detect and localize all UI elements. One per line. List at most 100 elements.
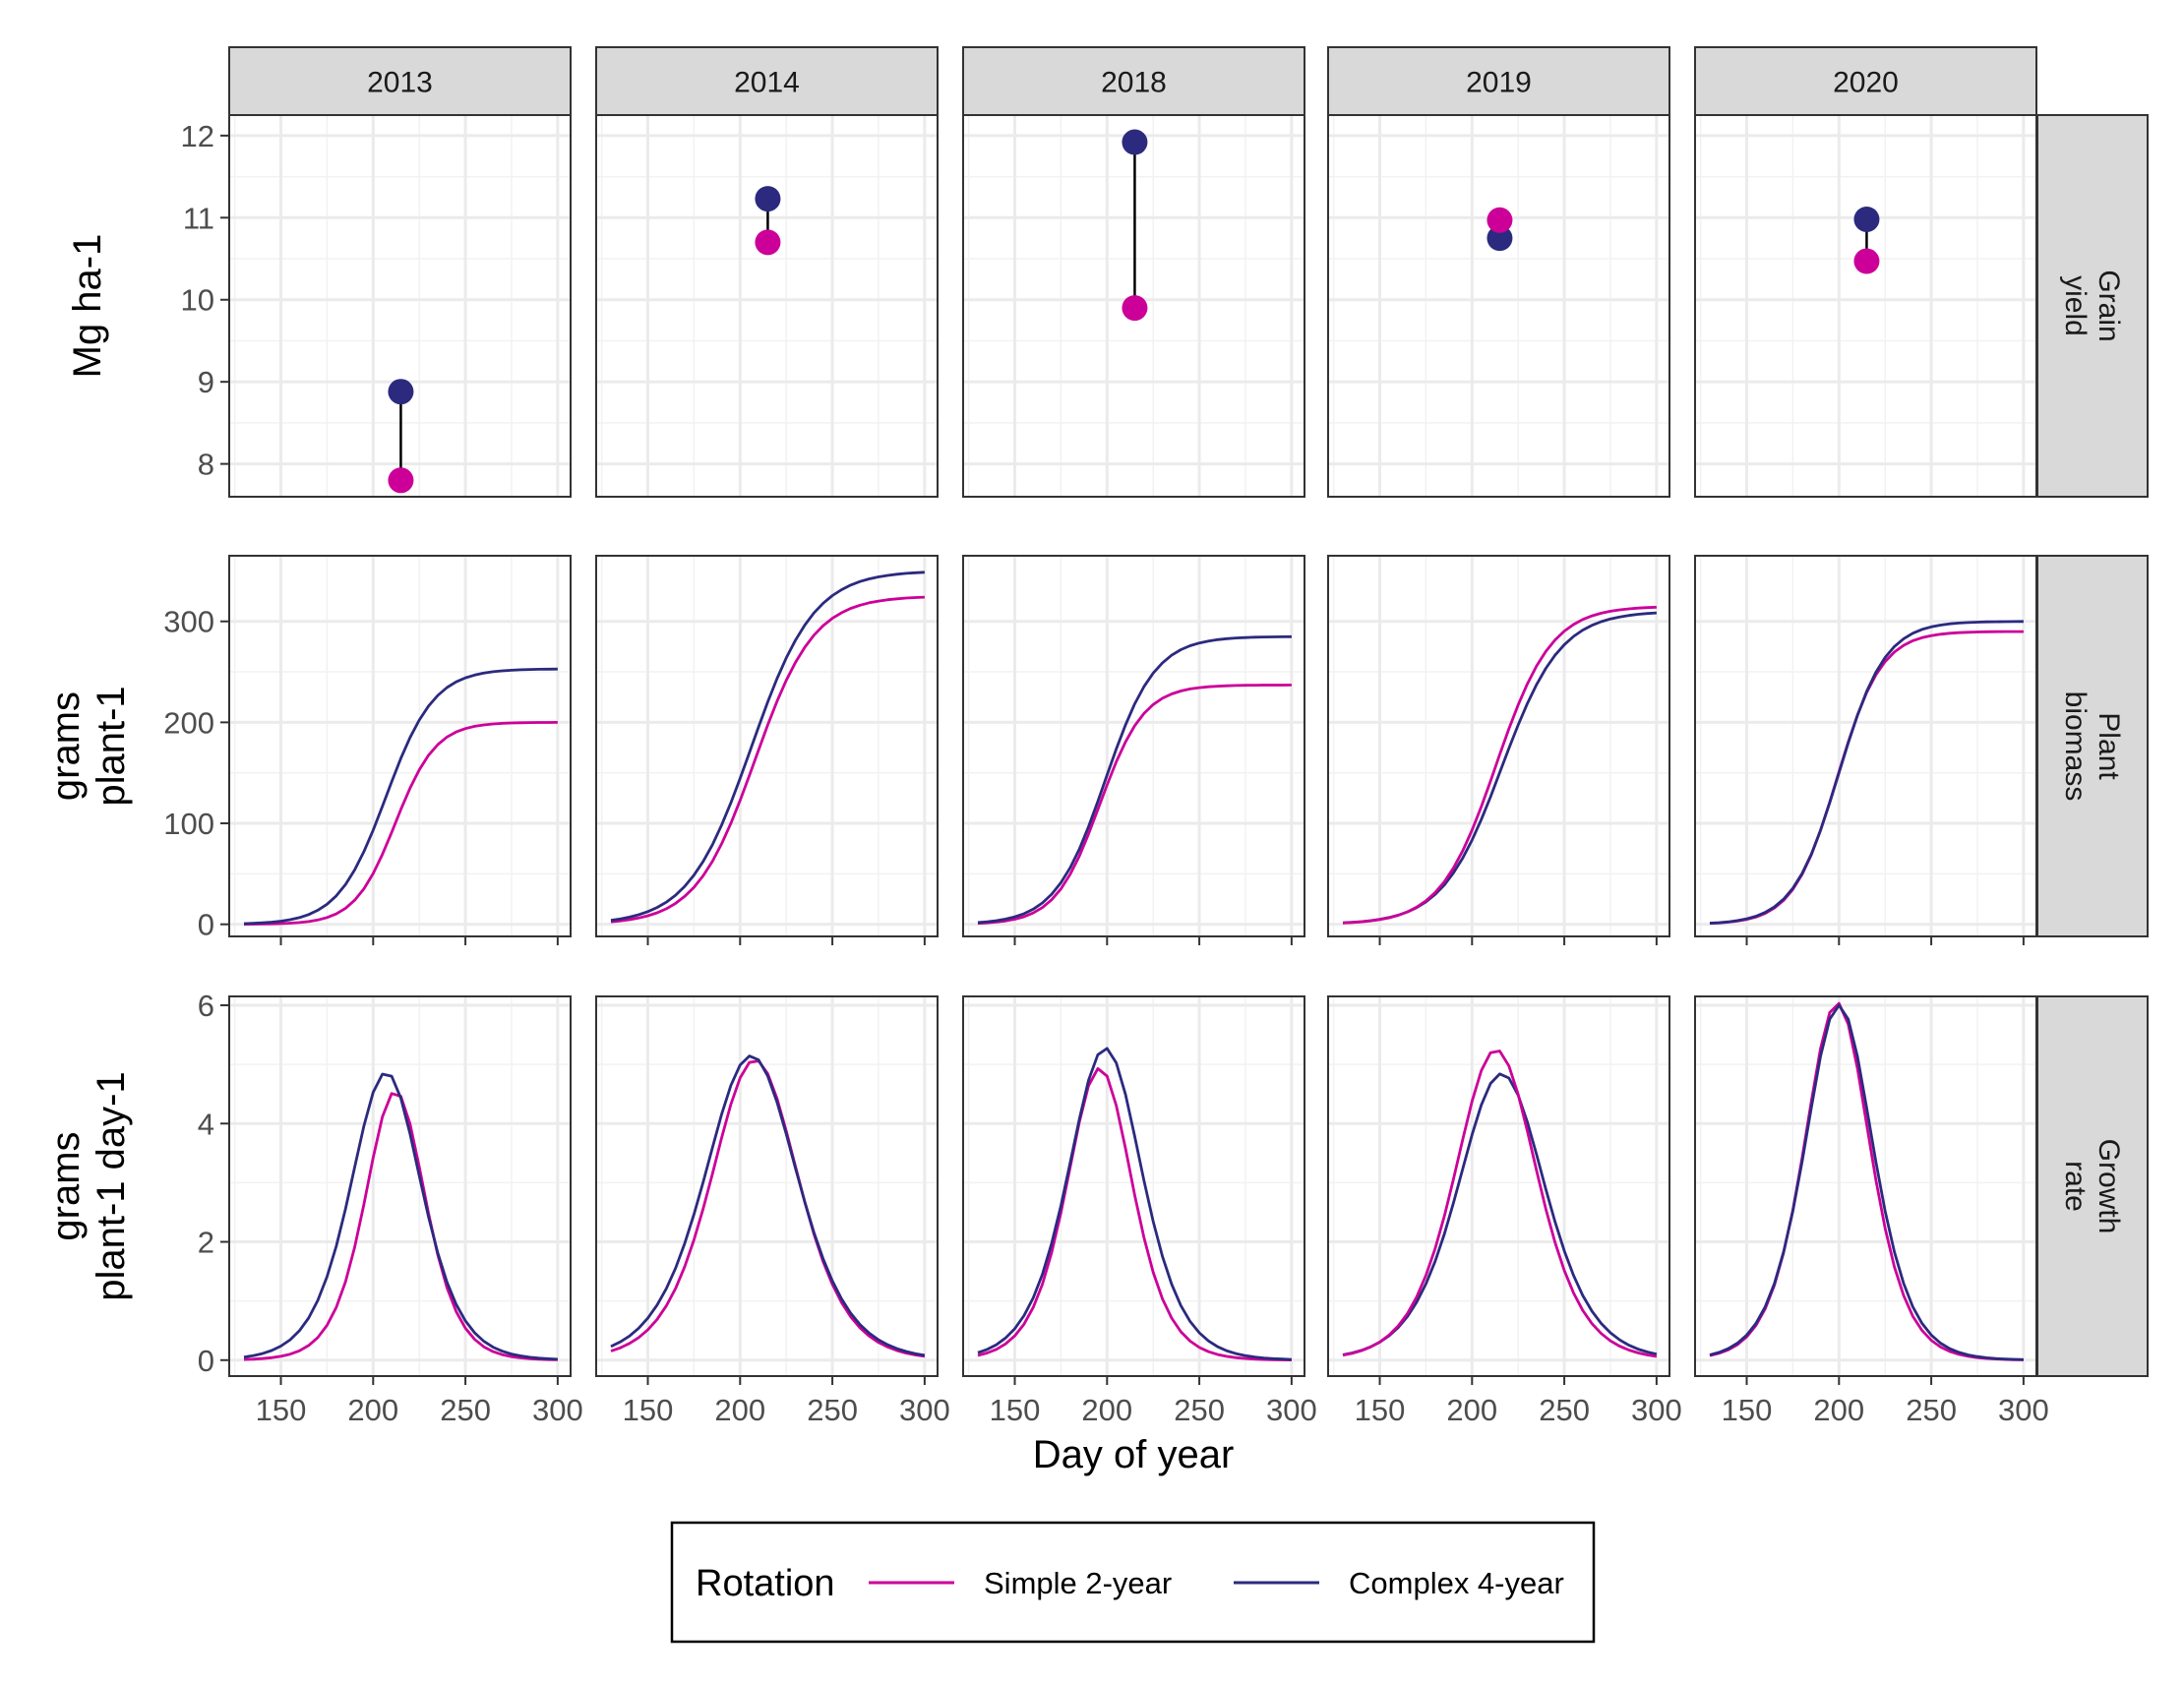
panel-background xyxy=(1328,115,1669,497)
column-strip-background xyxy=(595,46,939,116)
panel-rate-2018: 150 200 250 300 xyxy=(962,995,1317,1427)
column-strip-background xyxy=(228,46,572,116)
row-strip-biomass: Plantbiomass xyxy=(2036,555,2149,937)
column-strip-background xyxy=(1327,46,1670,116)
panel-rate-2019: 150 200 250 300 xyxy=(1327,995,1682,1427)
biomass-line-simple-2-year xyxy=(243,721,558,926)
panel-background xyxy=(229,996,571,1376)
column-strip-2013: 2013 xyxy=(228,46,572,116)
column-strip-label: 2013 xyxy=(367,67,433,99)
y-tick-label: 100 xyxy=(163,807,214,841)
x-tick-label: 150 xyxy=(990,1393,1041,1427)
y-tick-label: 2 xyxy=(198,1226,214,1260)
panel-border xyxy=(1694,114,2037,498)
panel-biomass-2018 xyxy=(962,555,1305,945)
yield-point-simple-2-year xyxy=(1486,207,1513,233)
biomass-line-complex-4-year xyxy=(977,634,1292,925)
y-tick-label: 4 xyxy=(198,1107,214,1141)
panel-background xyxy=(229,556,571,936)
rate-line-complex-4-year xyxy=(977,1047,1292,1361)
x-tick-label: 200 xyxy=(347,1393,398,1427)
y-tick-label: 12 xyxy=(181,119,214,153)
panel-border xyxy=(962,114,1305,498)
row-strip-background xyxy=(2036,995,2149,1377)
panel-background xyxy=(1328,996,1669,1376)
panel-border xyxy=(1694,995,2037,1377)
x-axis-title: Day of year xyxy=(1033,1433,1235,1476)
column-strip-2020: 2020 xyxy=(1694,46,2037,116)
row-strip-background xyxy=(2036,555,2149,937)
panel-border xyxy=(595,995,939,1377)
yield-point-simple-2-year xyxy=(1853,248,1880,274)
x-tick-label: 200 xyxy=(1446,1393,1497,1427)
x-tick-label: 250 xyxy=(1906,1393,1957,1427)
row-strip-label: Plantbiomass xyxy=(2059,691,2125,802)
panel-biomass-2019 xyxy=(1327,555,1670,945)
yield-point-complex-4-year xyxy=(1122,129,1148,155)
x-tick-label: 150 xyxy=(1355,1393,1406,1427)
rate-line-simple-2-year xyxy=(1342,1050,1658,1358)
y-tick-label: 300 xyxy=(163,605,214,639)
legend-box xyxy=(670,1521,1596,1644)
x-tick-label: 150 xyxy=(1722,1393,1773,1427)
x-tick-label: 200 xyxy=(1081,1393,1132,1427)
panel-border xyxy=(1327,114,1670,498)
panel-grain-2020 xyxy=(1694,114,2037,498)
panel-grain-2018 xyxy=(962,114,1305,498)
x-tick-label: 300 xyxy=(1998,1393,2049,1427)
x-tick-label: 200 xyxy=(714,1393,765,1427)
biomass-line-complex-4-year xyxy=(610,571,925,922)
panel-border xyxy=(228,995,572,1377)
y-tick-label: 200 xyxy=(163,705,214,740)
yield-point-complex-4-year xyxy=(1486,225,1513,252)
x-tick-label: 250 xyxy=(440,1393,491,1427)
row-strip-label: Growthrate xyxy=(2059,1139,2125,1234)
panel-border xyxy=(962,555,1305,937)
panel-grain-2013 xyxy=(228,114,572,498)
panel-biomass-2013 xyxy=(228,555,572,945)
panel-border xyxy=(595,555,939,937)
yield-point-complex-4-year xyxy=(755,186,781,212)
yield-point-simple-2-year xyxy=(388,467,414,494)
panel-grain-2019 xyxy=(1327,114,1670,498)
yield-point-simple-2-year xyxy=(755,229,781,256)
column-strip-label: 2019 xyxy=(1466,67,1532,99)
y-tick-label: 0 xyxy=(198,1344,214,1378)
panel-background xyxy=(596,115,938,497)
legend-label: Complex 4-year xyxy=(1349,1566,1564,1600)
facet-grid: 2013 2014 2018 2019 2020 Grainyield Mg ha-1 8 9 1… xyxy=(44,46,2149,1427)
biomass-line-complex-4-year xyxy=(1709,620,2024,925)
y-tick-label: 10 xyxy=(181,283,214,318)
biomass-line-simple-2-year xyxy=(977,684,1292,926)
x-tick-label: 300 xyxy=(1631,1393,1682,1427)
row-strip-label: Grainyield xyxy=(2059,270,2125,341)
column-strip-2014: 2014 xyxy=(595,46,939,116)
panel-background xyxy=(1695,996,2036,1376)
panel-rate-2013: 150 200 250 300 xyxy=(228,995,583,1427)
y-tick-label: 6 xyxy=(198,989,214,1023)
axis-titles: Day of year xyxy=(1033,1433,1235,1476)
column-strip-background xyxy=(962,46,1305,116)
x-tick-label: 150 xyxy=(623,1393,674,1427)
row-strip-background xyxy=(2036,114,2149,498)
biomass-line-complex-4-year xyxy=(243,667,558,926)
x-tick-label: 200 xyxy=(1813,1393,1864,1427)
y-axis-title-grain: Mg ha-1 xyxy=(66,234,109,379)
y-tick-label: 11 xyxy=(183,201,214,235)
panel-rate-2020: 150 200 250 300 xyxy=(1694,995,2049,1427)
panel-grain-2014 xyxy=(595,114,939,498)
rate-line-complex-4-year xyxy=(243,1072,558,1361)
column-strip-label: 2014 xyxy=(734,67,800,99)
panel-background xyxy=(596,556,938,936)
x-tick-label: 300 xyxy=(532,1393,583,1427)
x-tick-label: 300 xyxy=(1266,1393,1317,1427)
rate-line-simple-2-year xyxy=(977,1067,1292,1361)
panel-background xyxy=(1695,556,2036,936)
panel-border xyxy=(1327,555,1670,937)
x-tick-label: 250 xyxy=(1174,1393,1225,1427)
y-axis-title-rate: gramsplant-1 day-1 xyxy=(44,1071,133,1300)
yield-point-simple-2-year xyxy=(1122,295,1148,322)
panel-biomass-2014 xyxy=(595,555,939,945)
legend-title: Rotation xyxy=(696,1563,835,1604)
